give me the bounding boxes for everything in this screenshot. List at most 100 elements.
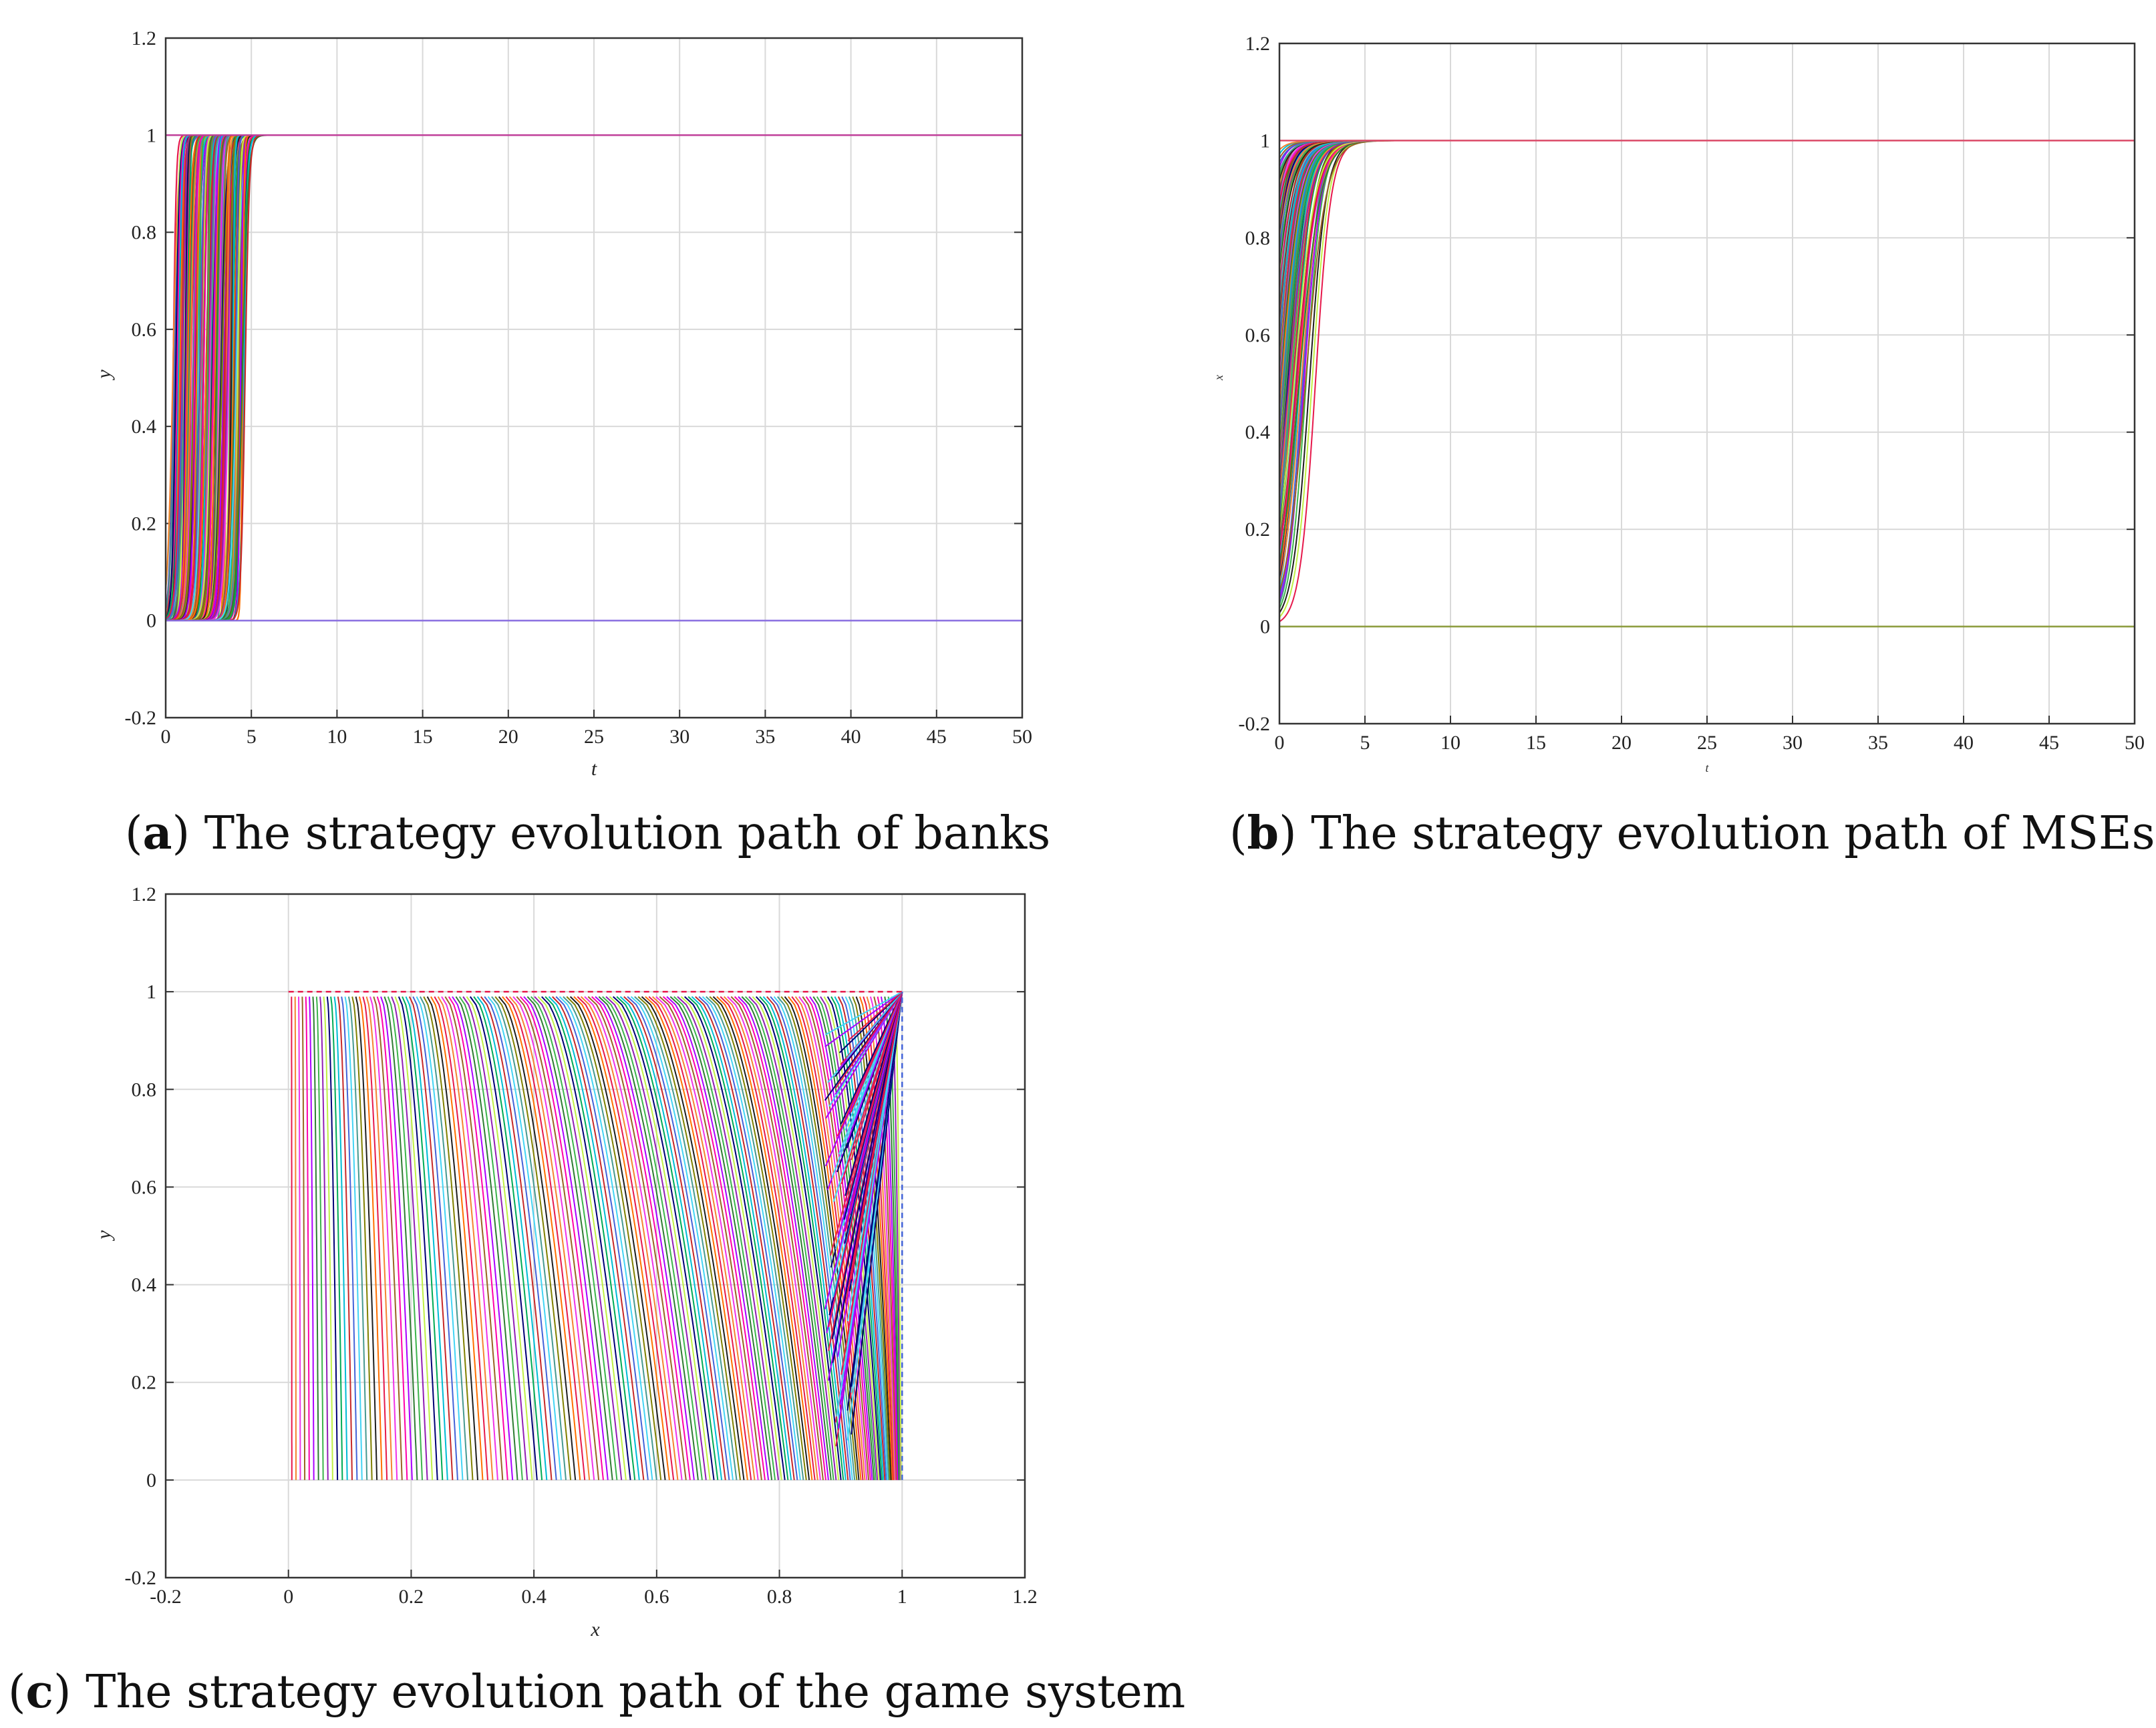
c-loop-line	[846, 991, 903, 1143]
b-y-tick-labels: -0.2 0 0.2 0.4 0.6 0.8 1 1.2	[1239, 33, 1271, 735]
panel-c: -0.2 0 0.2 0.4 0.6 0.8 1 1.2 -0.2 0 0.2 0.4 0.6 0.8 1…	[8, 883, 1185, 1719]
c-trajectory-line	[309, 996, 315, 1480]
b-x-tick-label: 40	[1954, 732, 1974, 754]
b-x-tick-labels: 0 5 10 15 20 25 30 35 40 45 50	[1275, 732, 2145, 754]
c-loop-line	[845, 991, 903, 1208]
b-y-tick-label: -0.2	[1239, 713, 1271, 735]
b-x-tick-label: 5	[1360, 732, 1370, 754]
c-trajectory-line	[298, 996, 301, 1480]
c-trajectory-line	[727, 996, 821, 1481]
c-trajectory-line	[637, 996, 741, 1481]
c-loop-line	[840, 991, 903, 1185]
b-x-tick-label: 10	[1440, 732, 1460, 754]
a-y-tick-label: 0.4	[132, 416, 157, 438]
b-caption-letter: b	[1247, 807, 1279, 860]
c-trajectory-line	[634, 996, 738, 1481]
a-x-tick-label: 45	[927, 726, 947, 748]
c-trajectory-line	[444, 996, 504, 1480]
c-trajectory-line	[323, 996, 333, 1480]
c-loop-line	[834, 991, 903, 1089]
a-x-tick-label: 50	[1012, 726, 1032, 748]
c-trajectory-line	[387, 996, 423, 1480]
c-loop-line	[846, 991, 903, 1322]
c-loop-line	[828, 991, 903, 1328]
c-loop-line	[851, 991, 903, 1161]
c-trajectory-line	[466, 996, 533, 1480]
c-trajectory-line	[541, 996, 631, 1481]
b-gridlines	[1279, 43, 2135, 724]
c-loop-line	[836, 991, 903, 1137]
c-trajectory-line	[362, 996, 388, 1480]
c-trajectory-line	[505, 996, 586, 1480]
c-y-axis-label: y	[93, 1230, 115, 1242]
b-y-tick-label: 0.2	[1245, 519, 1271, 541]
c-trajectory-line	[487, 996, 562, 1480]
c-trajectory-line	[580, 996, 679, 1481]
b-y-tick-label: 1	[1260, 130, 1270, 152]
c-trajectory-line	[373, 996, 403, 1480]
a-x-tick-label: 30	[669, 726, 689, 748]
b-x-tick-label: 35	[1868, 732, 1888, 754]
c-caption: (c) The strategy evolution path of the g…	[8, 1665, 1185, 1719]
c-trajectory-line	[673, 996, 776, 1481]
a-x-tick-labels: 0 5 10 15 20 25 30 35 40 45 50	[161, 726, 1033, 748]
c-x-tick-label: 1.2	[1012, 1586, 1038, 1608]
c-trajectory-line	[398, 996, 438, 1480]
c-trajectory-line	[645, 996, 748, 1481]
c-trajectory-line	[337, 996, 353, 1480]
c-trajectory-line	[706, 996, 804, 1481]
c-trajectory-line	[648, 996, 752, 1481]
c-loop-line	[840, 991, 903, 1125]
panel-b: 0 5 10 15 20 25 30 35 40 45 50 -0.200.20.40.60.811…	[1212, 33, 2155, 860]
c-loop-line	[828, 991, 903, 1107]
c-trajectory-line	[895, 996, 902, 1480]
c-trajectory-line	[380, 996, 413, 1480]
c-trajectory-line	[341, 996, 358, 1480]
c-trajectory-line	[573, 996, 670, 1481]
c-loop-line	[847, 991, 903, 1042]
c-x-tick-label: 0	[283, 1586, 293, 1608]
c-trajectory-line	[473, 996, 543, 1480]
c-trajectory-line	[537, 996, 627, 1481]
c-trajectory-line	[491, 996, 567, 1480]
b-x-tick-label: 20	[1611, 732, 1632, 754]
c-x-tick-labels: -0.2 0 0.2 0.4 0.6 0.8 1 1.2	[150, 1586, 1038, 1608]
c-loop-line	[828, 991, 903, 1351]
b-y-axis-label: x	[1212, 375, 1225, 381]
c-trajectory-line	[416, 996, 464, 1480]
c-trajectory-line	[784, 996, 860, 1480]
c-loop-line	[831, 991, 903, 1339]
c-trajectory-line	[566, 996, 662, 1481]
c-trajectory-line	[448, 996, 508, 1480]
c-y-tick-label: 0.8	[132, 1078, 157, 1101]
c-trajectory-line	[748, 996, 837, 1481]
c-x-tick-label: 1	[897, 1586, 907, 1608]
c-loop-line	[849, 991, 903, 1214]
c-trajectory-line	[526, 996, 613, 1481]
c-trajectory-line	[469, 996, 538, 1480]
c-x-axis-label: x	[590, 1618, 600, 1640]
c-trajectory-line	[312, 996, 319, 1480]
c-trajectory-line	[773, 996, 853, 1480]
c-trajectory-line	[291, 996, 293, 1480]
c-loop-line	[824, 991, 903, 1101]
c-trajectory-line	[441, 996, 498, 1480]
c-trajectory-line	[619, 996, 723, 1481]
c-trajectory-line	[712, 996, 810, 1481]
c-trajectory-line	[577, 996, 675, 1481]
a-y-tick-label: 0.8	[132, 222, 157, 244]
c-trajectory-line	[523, 996, 609, 1480]
c-trajectory-line	[616, 996, 719, 1481]
c-trajectory-line	[855, 996, 892, 1480]
c-trajectory-line	[555, 996, 649, 1481]
c-trajectory-line	[476, 996, 548, 1480]
c-trajectory-line	[677, 996, 779, 1481]
c-trajectory-line	[641, 996, 745, 1481]
c-trajectory-line	[741, 996, 832, 1481]
b-caption: (b) The strategy evolution path of MSEs	[1229, 807, 2155, 860]
c-x-tick-label: 0.4	[521, 1586, 547, 1608]
c-trajectory-line	[587, 996, 687, 1481]
c-trajectory-line	[716, 996, 813, 1481]
c-trajectory-line	[569, 996, 666, 1481]
c-y-tick-label: 0.6	[132, 1176, 157, 1198]
